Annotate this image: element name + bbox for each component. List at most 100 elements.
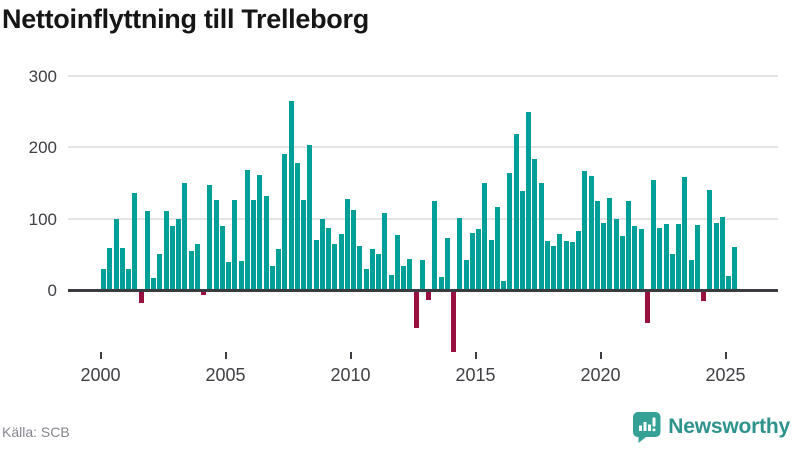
x-axis-label: 2000 [80, 365, 121, 385]
bar [419, 259, 425, 290]
bar [382, 213, 388, 290]
bar [101, 269, 106, 290]
bar [282, 154, 288, 290]
x-axis-baseline [68, 288, 778, 292]
x-axis-tick [724, 352, 727, 359]
bar [426, 291, 431, 301]
bar [319, 219, 325, 290]
bar [376, 254, 381, 290]
bar [344, 199, 350, 290]
bar [613, 219, 619, 290]
bar [269, 265, 275, 290]
bar [432, 200, 438, 290]
bar [119, 247, 125, 290]
bar [151, 277, 156, 290]
bar [488, 239, 494, 290]
bar [463, 259, 469, 290]
bar [438, 277, 444, 290]
bar [132, 193, 138, 290]
bar [338, 233, 344, 290]
bar [219, 225, 225, 290]
bar [413, 291, 419, 329]
x-axis-label: 2025 [705, 365, 746, 385]
bar [582, 171, 588, 290]
bar [351, 209, 356, 290]
gridline [68, 74, 778, 77]
bar [601, 222, 606, 290]
x-axis-label: 2010 [330, 365, 371, 385]
bar [563, 240, 569, 290]
bar [632, 225, 638, 290]
bar [201, 291, 206, 295]
bar [626, 200, 631, 290]
x-axis-tick [599, 352, 602, 359]
bar [313, 239, 319, 290]
bar [519, 191, 525, 290]
bar [232, 199, 238, 290]
bar [594, 200, 600, 290]
bar [732, 247, 738, 290]
bar [244, 169, 250, 290]
bar [457, 217, 463, 290]
bar [163, 211, 169, 290]
bar [694, 224, 700, 290]
bar [469, 232, 475, 290]
bar [107, 247, 113, 290]
bar [444, 237, 450, 290]
bar [682, 177, 688, 290]
bar [182, 182, 188, 290]
bar [638, 228, 644, 290]
y-axis-label: 200 [28, 138, 57, 157]
bar [501, 280, 506, 290]
bar [619, 235, 625, 290]
x-axis-tick [224, 352, 227, 359]
x-axis-tick [349, 352, 352, 359]
bar [207, 184, 213, 290]
bar [369, 249, 375, 290]
bar [526, 111, 531, 290]
bar [707, 189, 713, 290]
bar [726, 275, 731, 290]
bar [188, 251, 194, 290]
y-axis-label: 300 [28, 66, 57, 86]
bar [557, 233, 563, 290]
bar [401, 266, 406, 290]
bar [288, 101, 294, 290]
bar [113, 218, 119, 290]
x-axis-label: 2005 [205, 365, 246, 385]
bar [507, 173, 513, 290]
bar [301, 199, 306, 290]
bar [226, 262, 231, 290]
newsworthy-wordmark: Newsworthy [668, 415, 790, 438]
bar [169, 226, 175, 290]
bar [451, 291, 456, 352]
bar [157, 254, 163, 290]
bar [532, 159, 538, 290]
bar [669, 254, 675, 290]
bar [407, 259, 413, 290]
bar [576, 230, 581, 290]
bar [476, 229, 481, 290]
bar [176, 219, 181, 290]
bar [388, 274, 394, 290]
bar [688, 259, 694, 290]
gridline [68, 217, 778, 220]
bar [257, 174, 263, 290]
bar [482, 182, 488, 290]
bar [238, 261, 244, 290]
bar [251, 199, 256, 290]
bar [588, 176, 594, 290]
bar [719, 217, 725, 290]
x-axis-label: 2015 [455, 365, 496, 385]
bar [713, 222, 719, 290]
gridline [68, 146, 778, 148]
bar [126, 268, 131, 290]
bar [513, 134, 519, 290]
bar [332, 243, 338, 290]
bar [676, 224, 681, 290]
bar [551, 245, 556, 290]
x-axis-tick [99, 352, 102, 359]
source-label: Källa: SCB [2, 424, 70, 440]
